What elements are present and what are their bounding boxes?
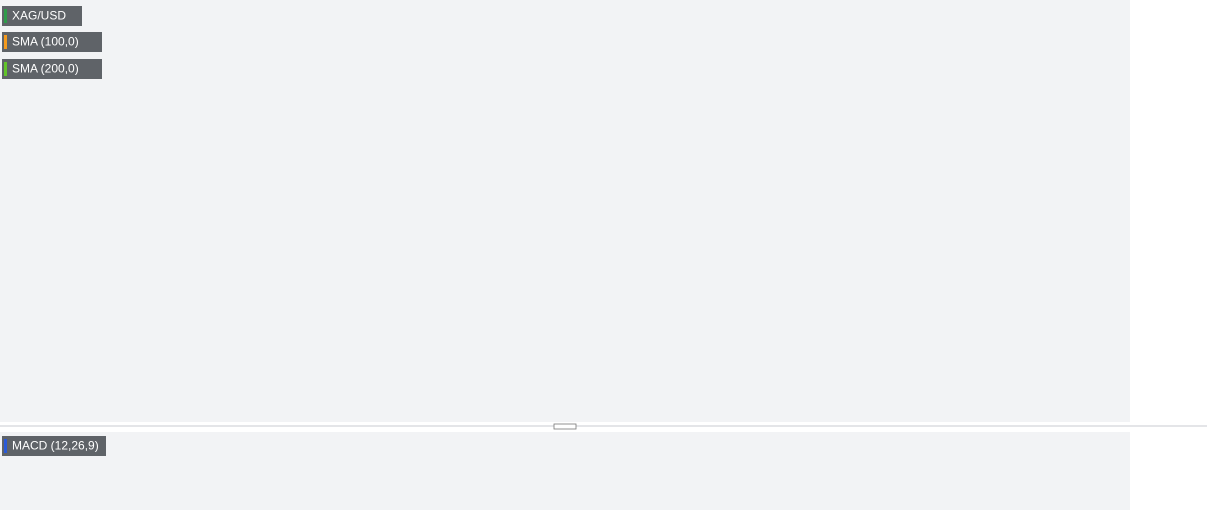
overlay-layer: XAG/USD SMA (100,0) SMA (200,0) MACD (12…	[2, 6, 106, 456]
divider-handle[interactable]	[553, 423, 577, 430]
main-plot-background	[0, 0, 1130, 422]
legend-label: XAG/USD	[12, 9, 66, 23]
legend-label: SMA (100,0)	[12, 35, 79, 49]
legend-label: SMA (200,0)	[12, 62, 79, 76]
legend-label: MACD (12,26,9)	[12, 439, 99, 453]
macd-plot-background	[0, 432, 1130, 510]
legend-swatch	[4, 9, 7, 23]
legend-box[interactable]	[2, 59, 102, 79]
legend-box[interactable]	[2, 32, 102, 52]
legend-swatch	[4, 62, 7, 76]
legend-swatch	[4, 35, 7, 49]
legend-box[interactable]	[2, 436, 106, 456]
legend-box[interactable]	[2, 6, 82, 26]
legend-swatch	[4, 439, 7, 453]
